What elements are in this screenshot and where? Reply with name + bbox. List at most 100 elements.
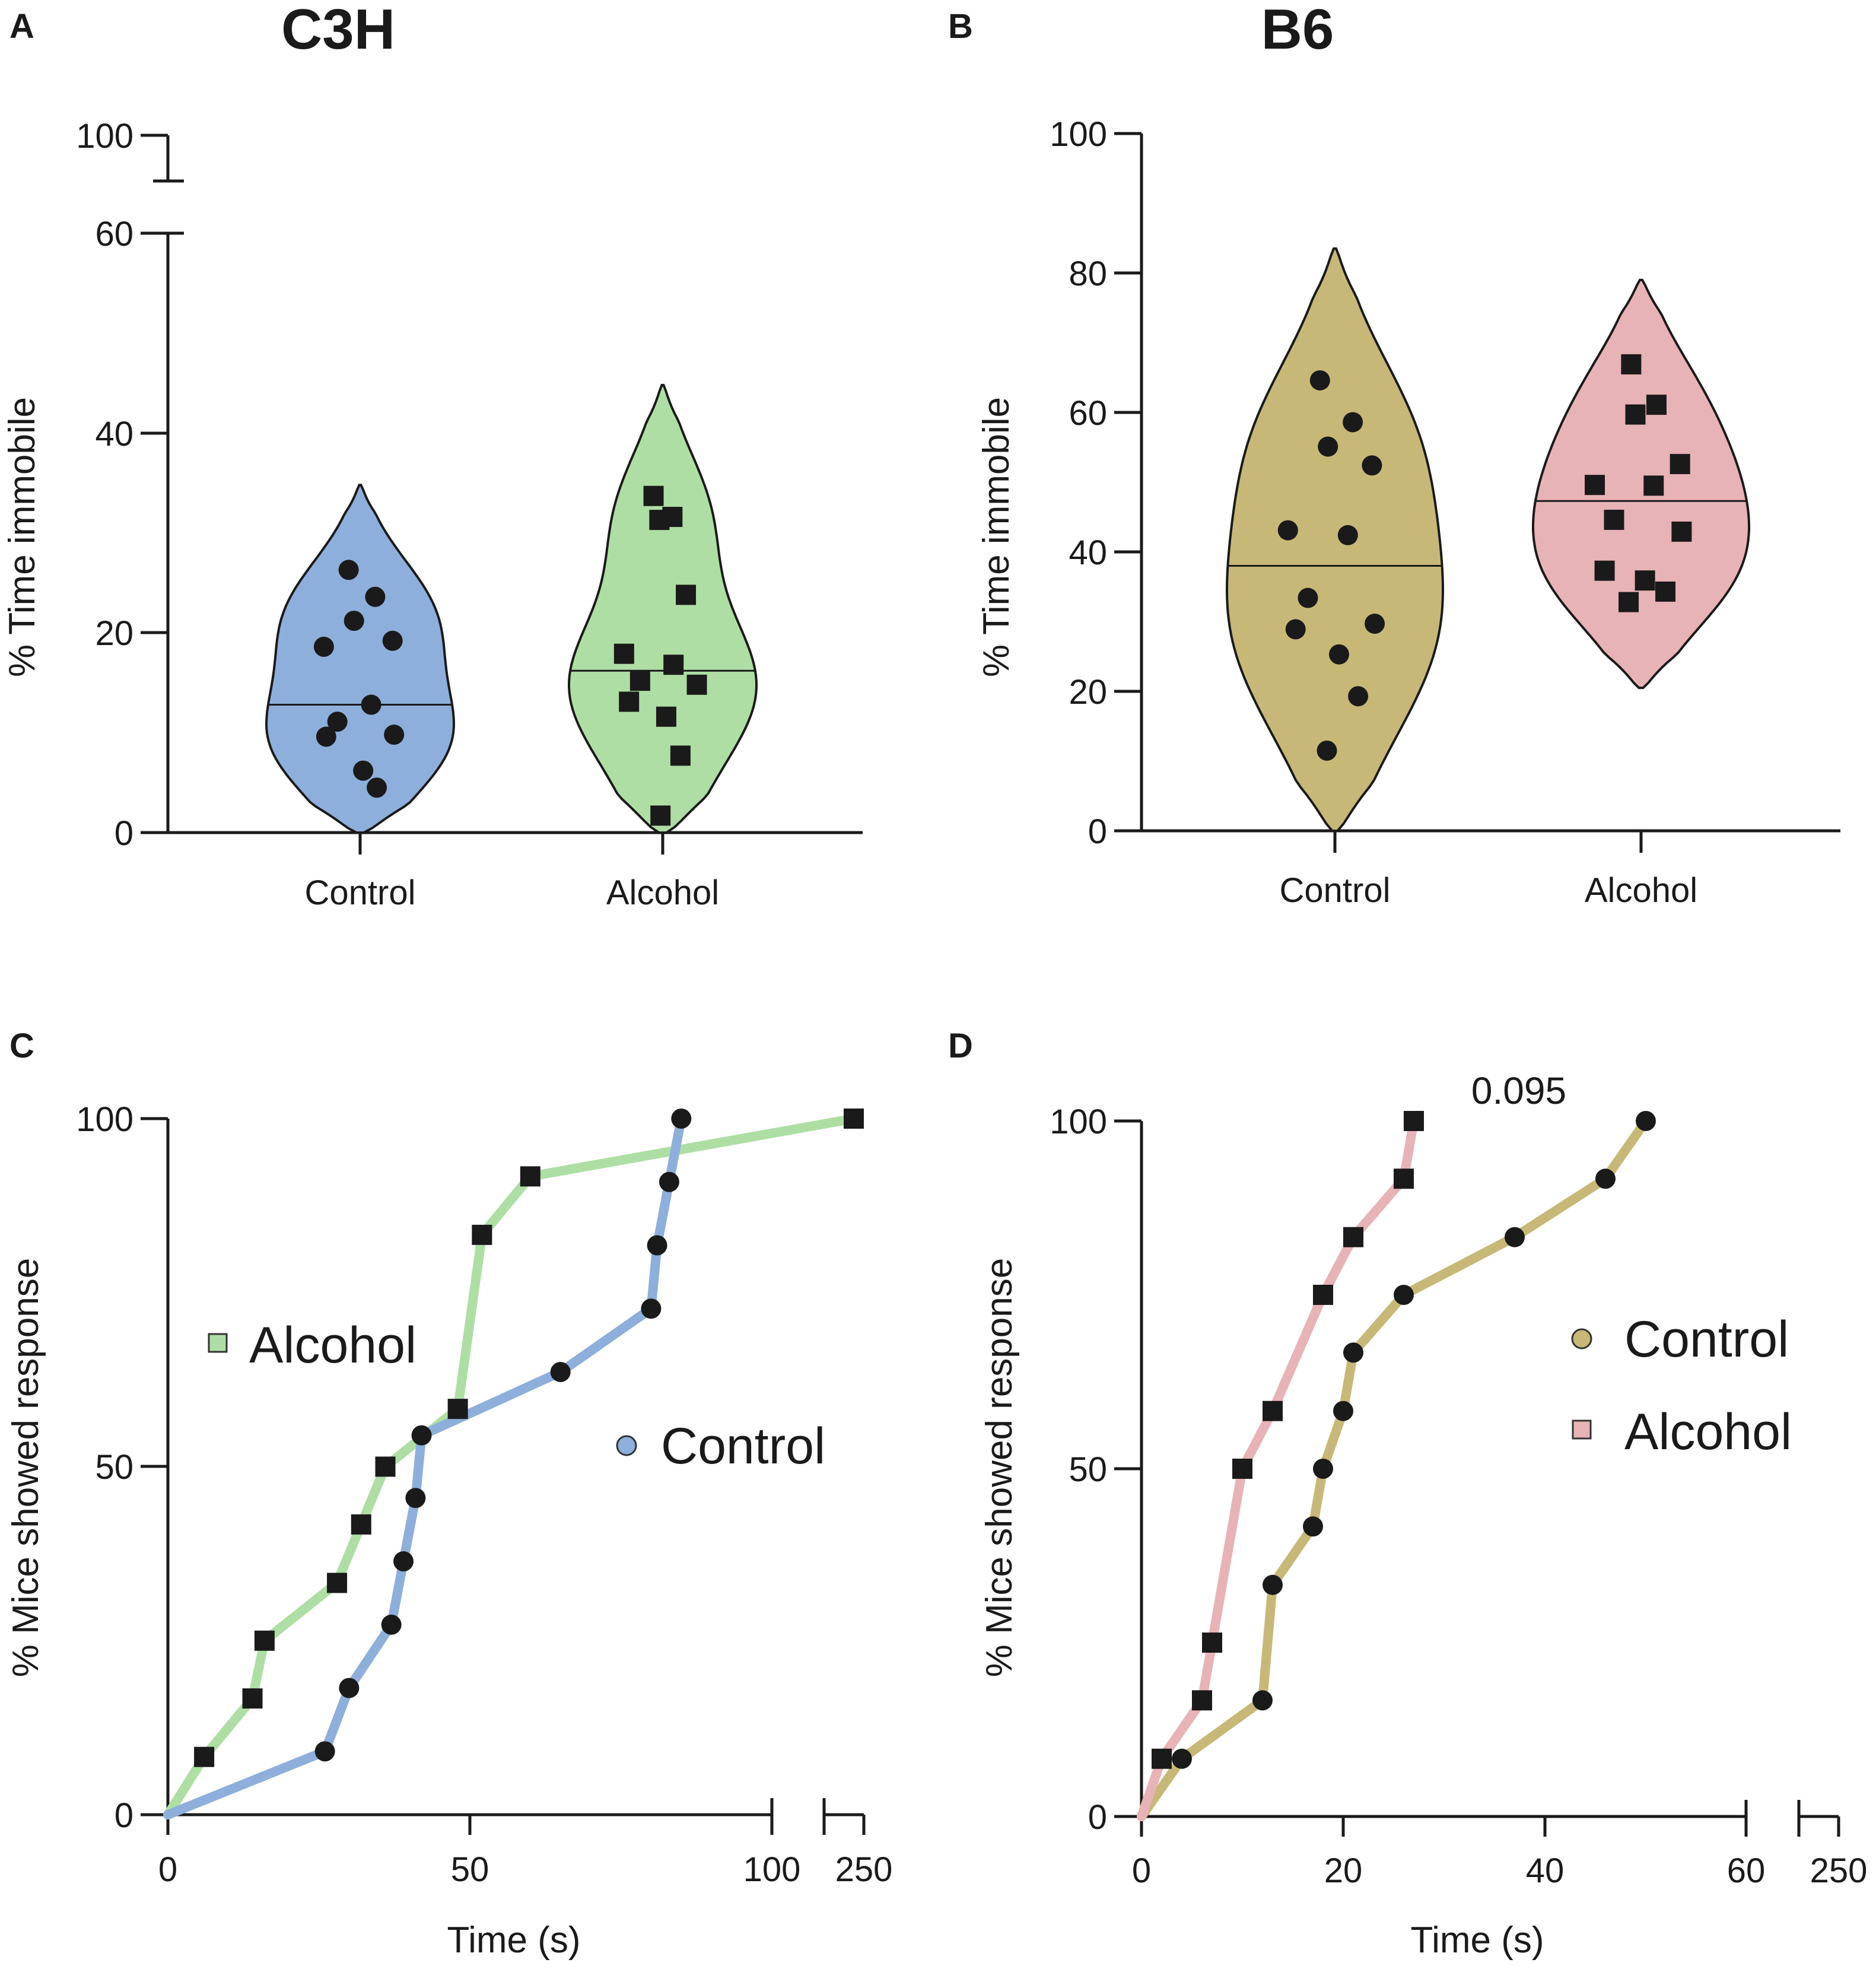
data-point-alcohol	[242, 1688, 263, 1709]
data-point-control	[647, 1235, 667, 1256]
data-point-control	[1285, 619, 1306, 640]
data-point-alcohol	[472, 1224, 492, 1245]
data-point-alcohol	[656, 706, 676, 727]
data-point-control	[1252, 1690, 1273, 1711]
data-point-control	[641, 1298, 662, 1319]
y-axis-title-d: % Mice showed response	[979, 1258, 1020, 1677]
data-point-alcohol	[1655, 581, 1676, 602]
data-point-control	[659, 1171, 679, 1192]
y-tick-label-a: 20	[95, 614, 133, 653]
y-tick-label-b: 40	[1069, 533, 1107, 572]
panel-c: C % Mice showed response Time (s) 100 50…	[5, 1027, 892, 1961]
x-tick-label-d: 40	[1526, 1852, 1565, 1890]
data-point-alcohol	[1394, 1168, 1414, 1189]
data-point-control	[1263, 1574, 1283, 1595]
lines-c	[163, 1109, 864, 1819]
series-line-alcohol	[1137, 1116, 1419, 1821]
data-point-alcohol	[1635, 570, 1655, 591]
data-point-alcohol	[1643, 475, 1664, 496]
data-point-control	[1505, 1227, 1525, 1247]
data-point-alcohol	[1670, 453, 1690, 474]
data-point-control	[1303, 1516, 1323, 1537]
data-point-alcohol	[1232, 1459, 1252, 1479]
data-point-control	[1343, 412, 1363, 433]
data-point-control	[393, 1551, 414, 1572]
data-point-control	[361, 694, 381, 715]
series-line-control	[1137, 1116, 1651, 1821]
data-point-alcohol	[327, 1573, 348, 1593]
data-point-alcohol	[663, 655, 684, 675]
data-point-control	[1348, 686, 1369, 707]
data-point-control	[1337, 525, 1358, 545]
data-point-control	[1298, 587, 1318, 608]
data-point-control	[1313, 1459, 1333, 1479]
data-point-alcohol	[650, 805, 671, 826]
data-point-control	[1318, 436, 1338, 457]
data-point-control	[1317, 740, 1337, 761]
data-point-control	[1595, 1168, 1616, 1189]
data-point-alcohol	[1313, 1285, 1333, 1305]
y-tick-label-a: 100	[76, 117, 133, 155]
legend-alcohol-swatch-c	[208, 1333, 228, 1353]
y-axis-title-c: % Mice showed response	[5, 1258, 46, 1677]
y-tick-label-b: 60	[1069, 394, 1107, 433]
series-line-control	[163, 1114, 686, 1819]
data-point-alcohol	[1585, 475, 1605, 496]
data-point-control	[1365, 614, 1385, 634]
legend-control-swatch-d	[1571, 1328, 1592, 1349]
panel-a: A C3H % Time immobile 100 60 40 20 0 Con…	[2, 0, 863, 912]
y-tick-label-d: 100	[1050, 1103, 1107, 1141]
panel-letter-d: D	[948, 1027, 973, 1065]
data-point-control	[1277, 520, 1298, 541]
legend-alcohol-swatch-d	[1572, 1419, 1592, 1440]
data-point-alcohol	[1152, 1748, 1172, 1769]
y-tick-label-b: 20	[1069, 673, 1107, 712]
data-point-alcohol	[1619, 592, 1639, 612]
violin-control	[265, 484, 456, 834]
data-point-control	[382, 630, 403, 651]
y-axis-title-a: % Time immobile	[2, 397, 43, 677]
data-point-alcohol	[613, 643, 634, 664]
violins-b	[1225, 247, 1750, 832]
data-point-control	[381, 1614, 402, 1635]
lines-d	[1137, 1111, 1656, 1821]
x-tick-label-c: 250	[835, 1850, 893, 1889]
data-point-control	[411, 1425, 432, 1446]
data-point-alcohol	[1646, 395, 1667, 415]
x-category-label-a: Alcohol	[606, 874, 719, 912]
y-tick-label-a: 40	[95, 415, 133, 453]
y-tick-label-a: 60	[95, 215, 133, 253]
data-point-alcohol	[1263, 1400, 1283, 1421]
data-point-control	[550, 1361, 571, 1382]
x-tick-label-d: 60	[1727, 1852, 1766, 1890]
data-point-control	[367, 777, 387, 798]
x-category-label-b: Control	[1280, 871, 1391, 910]
data-point-control	[314, 1741, 335, 1762]
p-value-annotation-d: 0.095	[1471, 1069, 1566, 1112]
panel-b: B B6 % Time immobile 100 80 60 40 20 0 C…	[948, 0, 1840, 910]
data-point-control	[365, 586, 386, 607]
legend-control-label-c: Control	[661, 1418, 825, 1475]
data-point-alcohol	[686, 674, 707, 695]
legend-control-label-d: Control	[1624, 1311, 1789, 1368]
data-point-alcohol	[1594, 560, 1615, 581]
data-point-control	[327, 712, 348, 732]
legend-alcohol-label-c: Alcohol	[249, 1317, 416, 1374]
x-category-label-a: Control	[305, 874, 416, 912]
data-point-control	[1333, 1400, 1353, 1421]
panel-letter-c: C	[9, 1027, 34, 1065]
data-point-control	[384, 725, 405, 745]
data-point-alcohol	[1404, 1111, 1424, 1131]
data-point-control	[316, 726, 336, 747]
violin-control	[1225, 247, 1445, 832]
panel-title-b: B6	[1261, 0, 1334, 61]
data-point-alcohol	[375, 1456, 396, 1477]
data-point-control	[1343, 1342, 1363, 1363]
data-point-alcohol	[1343, 1227, 1363, 1247]
data-point-alcohol	[520, 1166, 540, 1187]
x-tick-label-d: 20	[1324, 1852, 1363, 1890]
x-category-label-b: Alcohol	[1585, 871, 1697, 910]
x-tick-label-d: 0	[1132, 1852, 1151, 1890]
data-point-control	[1394, 1285, 1414, 1305]
